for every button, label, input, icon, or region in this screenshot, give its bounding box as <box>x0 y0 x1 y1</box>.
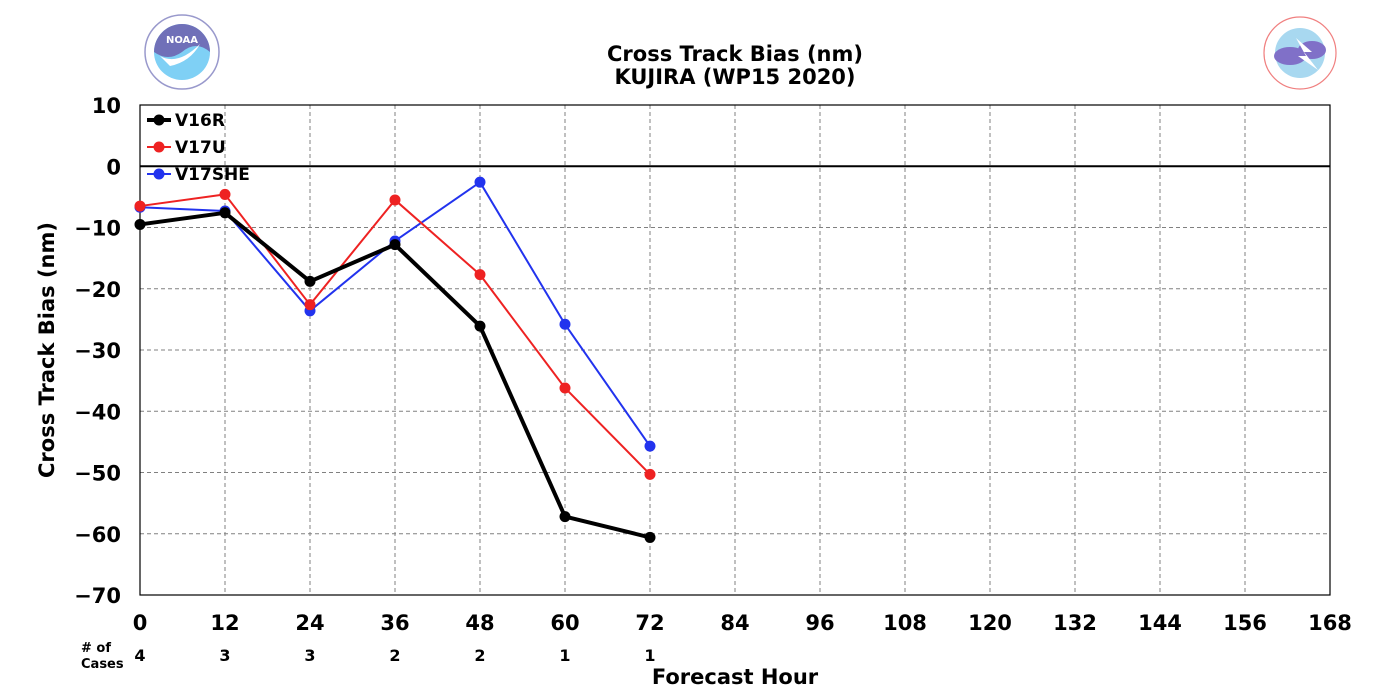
x-tick-label: 132 <box>1053 611 1097 635</box>
legend-label: V16R <box>175 111 225 131</box>
data-point <box>559 511 571 523</box>
y-tick-label: −50 <box>74 462 121 486</box>
x-tick-label: 0 <box>133 611 148 635</box>
legend-item-v17she: V17SHE <box>147 165 250 185</box>
case-count: 1 <box>644 646 655 665</box>
chart-subtitle: KUJIRA (WP15 2020) <box>614 65 855 89</box>
chart-title: Cross Track Bias (nm) <box>607 42 863 66</box>
y-tick-label: −40 <box>74 400 121 424</box>
legend: V16R V17U V17SHE <box>147 111 250 185</box>
y-tick-labels: 10 0 −10 −20 −30 −40 −50 −60 −70 <box>74 94 121 608</box>
data-point <box>644 440 656 452</box>
x-tick-labels: 0 12 24 36 48 60 72 84 96 108 120 132 144 156 168 <box>133 611 1352 635</box>
case-count: 2 <box>389 646 400 665</box>
data-point <box>219 188 231 200</box>
y-tick-label: 0 <box>106 155 121 179</box>
y-tick-label: −30 <box>74 339 121 363</box>
legend-label: V17SHE <box>175 165 250 185</box>
grid-lines <box>140 105 1330 595</box>
plot-area: 0 12 24 36 48 60 72 84 96 108 120 132 144 156 168 100−… <box>74 94 1352 665</box>
x-tick-label: 108 <box>883 611 927 635</box>
series-v16r <box>134 207 656 543</box>
data-point <box>134 218 146 230</box>
y-tick-label: −20 <box>74 278 121 302</box>
data-point <box>474 269 486 281</box>
legend-item-v16r: V16R <box>147 111 225 131</box>
case-count: 3 <box>219 646 230 665</box>
y-tick-label: −60 <box>74 523 121 547</box>
cases-label-line2: Cases <box>81 657 124 672</box>
x-axis-label: Forecast Hour <box>652 665 819 689</box>
nws-logo <box>1263 16 1337 90</box>
y-axis-label: Cross Track Bias (nm) <box>35 222 59 478</box>
data-point <box>644 468 656 480</box>
data-point <box>389 194 401 206</box>
x-tick-label: 36 <box>380 611 409 635</box>
y-tick-label: 10 <box>92 94 121 118</box>
x-tick-label: 48 <box>465 611 494 635</box>
series-layer <box>134 176 656 543</box>
noaa-logo: NOAA <box>144 14 220 90</box>
noaa-logo-text: NOAA <box>166 35 198 46</box>
data-point <box>389 239 401 251</box>
data-point <box>474 320 486 332</box>
x-tick-label: 72 <box>635 611 664 635</box>
data-point <box>304 275 316 287</box>
x-tick-label: 12 <box>210 611 239 635</box>
legend-marker <box>153 114 165 126</box>
x-tick-label: 96 <box>805 611 834 635</box>
case-count: 4 <box>134 646 145 665</box>
x-tick-label: 60 <box>550 611 579 635</box>
case-count: 1 <box>559 646 570 665</box>
series-v17u <box>134 188 656 480</box>
data-point <box>644 531 656 543</box>
case-counts: 4 3 3 2 2 1 1 <box>134 646 655 665</box>
legend-item-v17u: V17U <box>147 138 226 158</box>
data-point <box>559 382 571 394</box>
y-tick-label: −10 <box>74 217 121 241</box>
case-count: 3 <box>304 646 315 665</box>
data-point <box>559 318 571 330</box>
data-point <box>219 207 231 219</box>
data-point <box>134 200 146 212</box>
case-count: 2 <box>474 646 485 665</box>
x-tick-label: 84 <box>720 611 749 635</box>
y-tick-label: −70 <box>74 584 121 608</box>
plot-frame <box>139 104 1331 596</box>
legend-marker <box>153 168 165 180</box>
x-tick-label: 168 <box>1308 611 1352 635</box>
legend-marker <box>153 141 165 153</box>
x-tick-label: 156 <box>1223 611 1267 635</box>
legend-label: V17U <box>175 138 226 158</box>
data-point <box>304 299 316 311</box>
x-tick-label: 120 <box>968 611 1012 635</box>
x-tick-label: 24 <box>295 611 324 635</box>
x-tick-label: 144 <box>1138 611 1182 635</box>
cases-label-line1: # of <box>81 641 111 656</box>
data-point <box>474 176 486 188</box>
